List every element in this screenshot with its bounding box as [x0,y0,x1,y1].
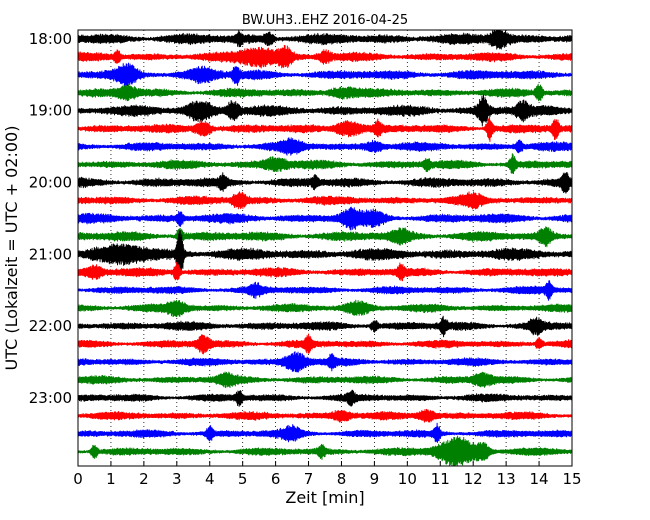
trace-2315 [78,408,572,423]
trace-2030 [78,206,572,231]
x-tick-label: 5 [238,470,248,488]
trace-2245 [78,371,572,389]
trace-2000 [78,172,572,194]
trace-2345 [78,435,572,466]
y-tick-label: 23:00 [29,389,72,407]
trace-2045 [78,226,572,248]
x-axis: 0 1 2 3 4 5 6 7 8 9 10 11 12 13 14 15 [73,461,582,488]
x-tick-label: 1 [106,470,116,488]
trace-1930 [78,137,572,156]
y-axis-label: UTC (Lokalzeit = UTC + 02:00) [2,126,21,371]
y-tick-label: 22:00 [29,317,72,335]
trace-1900 [78,94,572,127]
grid-lines [110,30,540,466]
trace-2100 [78,230,572,276]
x-axis-label: Zeit [min] [285,488,364,507]
x-tick-label: 14 [530,470,549,488]
x-tick-label: 9 [370,470,380,488]
x-tick-label: 0 [73,470,83,488]
x-tick-label: 12 [464,470,483,488]
trace-1800 [78,30,572,50]
x-tick-label: 8 [337,470,347,488]
trace-1830 [78,62,572,89]
y-tick-label: 20:00 [29,174,72,192]
chart-title: BW.UH3..EHZ 2016-04-25 [242,13,408,28]
x-tick-label: 10 [398,470,417,488]
trace-2145 [78,299,572,318]
trace-2300 [78,389,572,407]
x-tick-label: 6 [271,470,281,488]
plot-frame [77,29,573,467]
x-tick-label: 4 [205,470,215,488]
trace-2200 [78,315,572,338]
y-tick-label: 19:00 [29,102,72,120]
trace-2115 [78,261,572,282]
x-tick-label: 15 [562,470,581,488]
y-axis: 18:00 19:00 20:00 21:00 22:00 23:00 [29,30,572,407]
trace-1915 [78,116,572,142]
trace-group [78,30,572,466]
trace-1945 [78,153,572,175]
trace-1845 [78,83,572,102]
trace-2330 [78,422,572,443]
x-tick-label: 13 [497,470,516,488]
x-tick-label: 11 [431,470,450,488]
trace-2230 [78,351,572,373]
x-tick-label: 7 [304,470,314,488]
y-tick-label: 21:00 [29,245,72,263]
x-tick-label: 2 [139,470,149,488]
x-tick-label: 3 [172,470,182,488]
trace-2215 [78,333,572,355]
y-tick-label: 18:00 [29,30,72,48]
trace-2130 [78,280,572,301]
trace-1815 [78,44,572,69]
trace-2015 [78,191,572,210]
